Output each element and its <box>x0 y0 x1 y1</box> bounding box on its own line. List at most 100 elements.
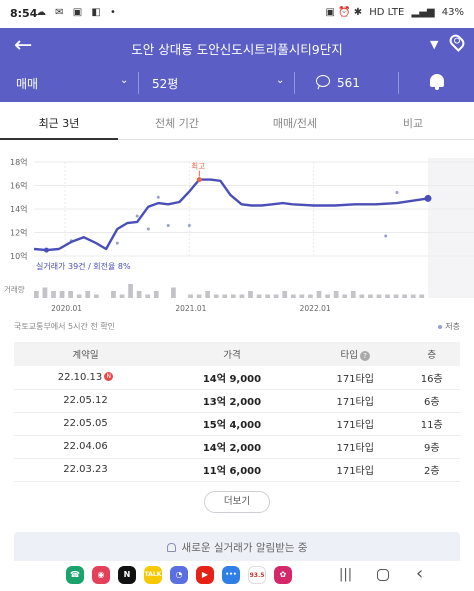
chart-summary: 실거래가 39건 / 회전율 8% <box>36 261 131 271</box>
deal-date-text: 22.10.13 <box>57 371 103 383</box>
table-row[interactable]: 22.05.12 13억 2,000 171타입 6층 <box>14 389 460 413</box>
trade-type-chevron-icon[interactable]: ⌄ <box>120 75 129 86</box>
tab-recent-3y[interactable]: 최근 3년 <box>0 108 118 140</box>
deal-date-text: 22.05.05 <box>63 418 108 429</box>
new-badge: N <box>104 372 114 382</box>
back-arrow-icon[interactable]: ← <box>14 33 33 58</box>
volume-bar <box>85 291 91 298</box>
volume-bar <box>205 291 211 298</box>
deal-price: 15억 4,000 <box>156 412 307 436</box>
deal-type: 171타입 <box>306 389 404 413</box>
y-tick-label: 10억 <box>10 251 28 261</box>
x-tick-label: 2020.01 <box>51 304 82 313</box>
volume-bar <box>299 294 305 298</box>
deal-type: 171타입 <box>306 435 404 459</box>
peak-point <box>196 177 202 183</box>
table-row[interactable]: 22.03.23 11억 6,000 171타입 2층 <box>14 458 460 482</box>
volume-bar <box>171 287 176 298</box>
deal-type: 171타입 <box>306 366 404 390</box>
deal-price-text: 13억 2,000 <box>202 397 262 408</box>
scatter-point <box>146 227 150 231</box>
scatter-point <box>395 191 399 195</box>
volume-bar <box>68 291 73 298</box>
volume-bar <box>136 291 142 298</box>
deal-floor: 16층 <box>403 366 460 390</box>
legend-dot-icon <box>438 324 443 329</box>
area-chevron-icon[interactable]: ⌄ <box>276 75 285 86</box>
messages-app-icon[interactable]: ◔ <box>170 566 188 584</box>
volume-bar <box>308 294 313 298</box>
deal-floor-text: 9층 <box>423 443 440 454</box>
kakaotalk-app-icon[interactable]: TALK <box>144 566 162 584</box>
netflix-app-icon[interactable]: N <box>118 566 136 584</box>
area-select[interactable]: 52평 <box>152 64 178 102</box>
deal-floor-text: 16층 <box>420 373 443 385</box>
volume-bar <box>256 294 262 298</box>
comment-count[interactable]: 561 <box>337 76 360 90</box>
phone-app-icon[interactable]: ☎ <box>66 566 84 584</box>
youtube-app-icon[interactable]: ▶ <box>196 566 214 584</box>
column-header-type[interactable]: 타입? <box>307 342 404 366</box>
volume-bar <box>231 294 236 298</box>
complex-title[interactable]: 도안 상대동 도안신도시트리풀시티9단지 <box>131 42 343 57</box>
volume-bar <box>51 291 56 298</box>
volume-bar <box>119 294 125 298</box>
tab-sale-jeonse[interactable]: 매매/전세 <box>272 117 318 130</box>
trade-type-select[interactable]: 매매 <box>16 64 38 102</box>
deal-type-text: 171타입 <box>336 466 374 477</box>
deal-date-text: 22.05.12 <box>63 395 108 406</box>
volume-bar <box>368 294 373 298</box>
legend-label: 저층 <box>445 322 460 331</box>
tab-all-period[interactable]: 전체 기간 <box>155 117 199 130</box>
volume-bar <box>93 294 99 298</box>
back-nav-icon[interactable]: ‹ <box>416 563 424 584</box>
flower-app-icon[interactable]: ✿ <box>274 566 292 584</box>
camera-app-icon[interactable]: ◉ <box>92 566 110 584</box>
bell-icon[interactable] <box>430 74 444 90</box>
deal-floor: 9층 <box>403 435 460 459</box>
volume-bar <box>153 291 159 298</box>
volume-bar <box>419 294 425 298</box>
deal-date: 22.03.23 <box>14 458 157 482</box>
table-row[interactable]: 22.04.06 14억 2,000 171타입 9층 <box>14 435 460 459</box>
x-tick-label: 2021.01 <box>175 304 206 313</box>
deal-price: 11억 6,000 <box>156 458 307 482</box>
help-icon[interactable]: ? <box>359 350 370 361</box>
deal-date: 22.10.13 N <box>14 366 157 390</box>
volume-bar <box>248 291 253 298</box>
chevron-down-icon[interactable]: ▼ <box>430 38 439 51</box>
tab-compare[interactable]: 비교 <box>402 117 424 130</box>
price-line <box>33 178 429 252</box>
price-alert-banner[interactable]: 새로운 실거래가 알림받는 중 <box>14 532 460 564</box>
deal-price: 14억 2,000 <box>156 435 307 459</box>
volume-bar <box>410 294 416 298</box>
y-tick-label: 18억 <box>10 157 28 167</box>
deal-floor-text: 11층 <box>420 420 443 431</box>
x-tick-label: 2022.01 <box>300 304 331 313</box>
volume-bar <box>213 294 219 298</box>
deal-floor: 6층 <box>403 389 460 413</box>
volume-bar <box>290 294 296 298</box>
divider <box>138 72 139 94</box>
table-row[interactable]: 22.05.05 15억 4,000 171타입 11층 <box>14 412 460 436</box>
peak-label: 최고 <box>191 161 205 171</box>
volume-bar <box>282 291 288 298</box>
more-button[interactable]: 더보기 <box>204 491 270 513</box>
y-tick-label: 14억 <box>10 204 28 214</box>
volume-bar <box>196 294 202 298</box>
table-row[interactable]: 22.10.13 N 14억 9,000 171타입 16층 <box>14 366 460 390</box>
future-area <box>428 158 474 298</box>
status-time: 8:54 <box>10 7 38 20</box>
volume-bar <box>402 294 408 298</box>
chat-app-icon[interactable]: ••• <box>222 566 240 584</box>
volume-bar <box>393 294 399 298</box>
volume-bar <box>42 287 48 298</box>
home-icon[interactable] <box>377 569 389 581</box>
comment-icon[interactable] <box>316 75 330 87</box>
deal-floor: 11층 <box>403 412 460 436</box>
volume-bar <box>34 291 39 298</box>
radio-app-icon[interactable]: 93.5 <box>248 566 266 584</box>
recent-apps-icon[interactable]: ||| <box>339 567 353 582</box>
current-point <box>424 194 432 202</box>
